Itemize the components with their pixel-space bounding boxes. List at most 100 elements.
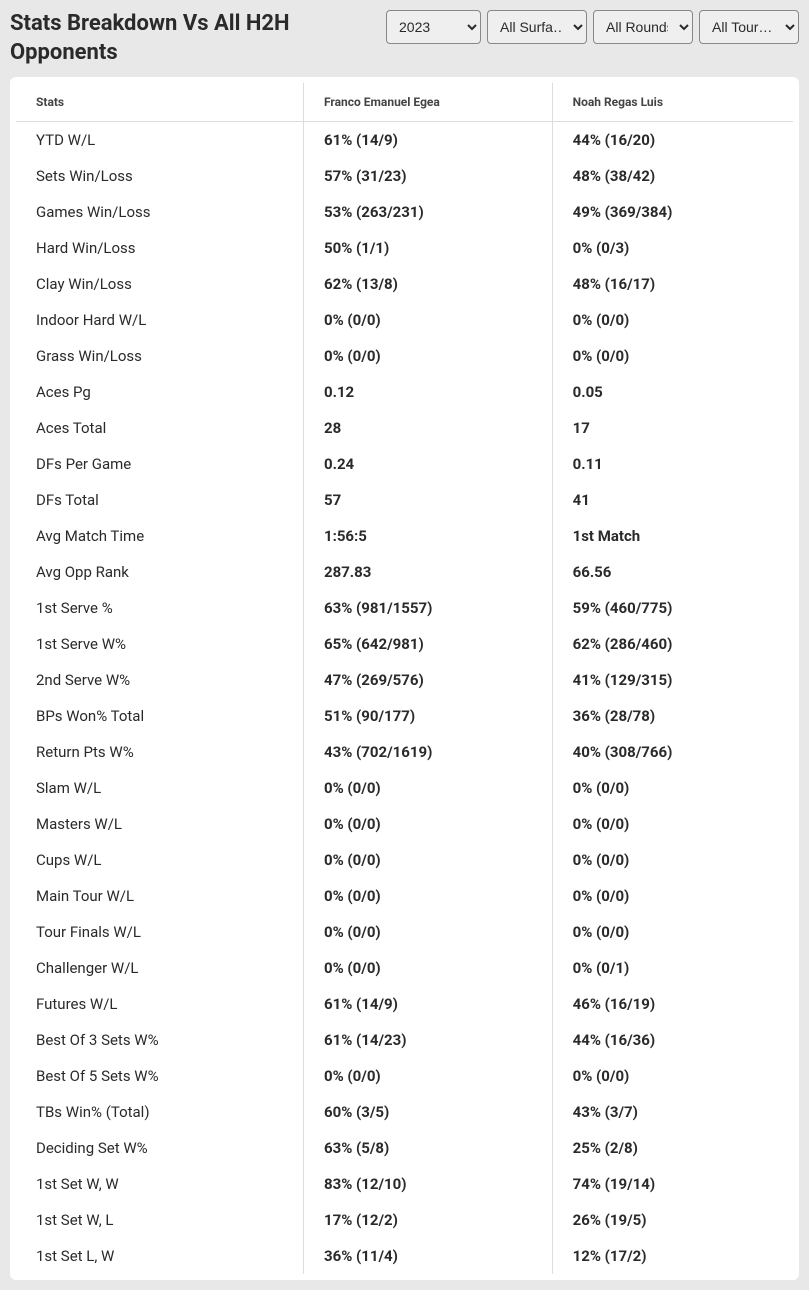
stat-value-cell: 61% (14/9)	[303, 122, 552, 159]
stat-name-cell: TBs Win% (Total)	[16, 1094, 303, 1130]
stat-value-cell: 61% (14/23)	[303, 1022, 552, 1058]
col-header-player2: Noah Regas Luis	[552, 83, 793, 122]
stat-value-cell: 0% (0/0)	[303, 950, 552, 986]
stat-value-cell: 0% (0/0)	[552, 1058, 793, 1094]
stat-value-cell: 26% (19/5)	[552, 1202, 793, 1238]
stats-table-container: Stats Franco Emanuel Egea Noah Regas Lui…	[10, 77, 799, 1280]
stat-name-cell: Games Win/Loss	[16, 194, 303, 230]
stat-value-cell: 51% (90/177)	[303, 698, 552, 734]
stat-value-cell: 0% (0/1)	[552, 950, 793, 986]
table-row: 1st Set W, W83% (12/10)74% (19/14)	[16, 1166, 793, 1202]
filters: 2023 All Surfa… All Rounds All Tour…	[386, 10, 799, 44]
stat-value-cell: 0% (0/0)	[303, 770, 552, 806]
stat-value-cell: 0% (0/0)	[552, 770, 793, 806]
table-row: Futures W/L61% (14/9)46% (16/19)	[16, 986, 793, 1022]
stat-name-cell: Masters W/L	[16, 806, 303, 842]
stat-value-cell: 0% (0/0)	[552, 806, 793, 842]
stat-value-cell: 43% (702/1619)	[303, 734, 552, 770]
table-row: Games Win/Loss53% (263/231)49% (369/384)	[16, 194, 793, 230]
stat-value-cell: 47% (269/576)	[303, 662, 552, 698]
stat-value-cell: 0% (0/0)	[303, 302, 552, 338]
stat-value-cell: 17	[552, 410, 793, 446]
stat-value-cell: 0% (0/0)	[303, 914, 552, 950]
stat-value-cell: 0.11	[552, 446, 793, 482]
stat-name-cell: Hard Win/Loss	[16, 230, 303, 266]
table-row: Clay Win/Loss62% (13/8)48% (16/17)	[16, 266, 793, 302]
table-row: Indoor Hard W/L0% (0/0)0% (0/0)	[16, 302, 793, 338]
stat-name-cell: 1st Serve W%	[16, 626, 303, 662]
stat-value-cell: 0% (0/0)	[552, 842, 793, 878]
stat-value-cell: 25% (2/8)	[552, 1130, 793, 1166]
round-select[interactable]: All Rounds	[593, 10, 693, 44]
stat-name-cell: DFs Per Game	[16, 446, 303, 482]
stat-name-cell: Avg Opp Rank	[16, 554, 303, 590]
stat-value-cell: 65% (642/981)	[303, 626, 552, 662]
col-header-stats: Stats	[16, 83, 303, 122]
table-row: Grass Win/Loss0% (0/0)0% (0/0)	[16, 338, 793, 374]
year-select[interactable]: 2023	[386, 10, 481, 44]
stat-value-cell: 61% (14/9)	[303, 986, 552, 1022]
stat-value-cell: 0.05	[552, 374, 793, 410]
tour-select[interactable]: All Tour…	[699, 10, 799, 44]
stat-value-cell: 41	[552, 482, 793, 518]
stat-value-cell: 0.24	[303, 446, 552, 482]
stat-value-cell: 63% (981/1557)	[303, 590, 552, 626]
stat-value-cell: 46% (16/19)	[552, 986, 793, 1022]
stat-value-cell: 53% (263/231)	[303, 194, 552, 230]
stat-value-cell: 0% (0/0)	[303, 806, 552, 842]
surface-select[interactable]: All Surfa…	[487, 10, 587, 44]
table-row: Return Pts W%43% (702/1619)40% (308/766)	[16, 734, 793, 770]
table-row: TBs Win% (Total)60% (3/5)43% (3/7)	[16, 1094, 793, 1130]
stat-name-cell: Futures W/L	[16, 986, 303, 1022]
stat-value-cell: 43% (3/7)	[552, 1094, 793, 1130]
table-row: Deciding Set W%63% (5/8)25% (2/8)	[16, 1130, 793, 1166]
stat-name-cell: 1st Set W, W	[16, 1166, 303, 1202]
stat-value-cell: 12% (17/2)	[552, 1238, 793, 1274]
stat-value-cell: 1st Match	[552, 518, 793, 554]
stat-value-cell: 60% (3/5)	[303, 1094, 552, 1130]
table-row: YTD W/L61% (14/9)44% (16/20)	[16, 122, 793, 159]
stat-value-cell: 66.56	[552, 554, 793, 590]
table-row: Masters W/L0% (0/0)0% (0/0)	[16, 806, 793, 842]
stat-value-cell: 62% (286/460)	[552, 626, 793, 662]
stat-name-cell: 1st Set L, W	[16, 1238, 303, 1274]
stat-value-cell: 0% (0/0)	[552, 302, 793, 338]
stat-name-cell: Avg Match Time	[16, 518, 303, 554]
stat-name-cell: 1st Serve %	[16, 590, 303, 626]
table-row: 1st Set L, W36% (11/4)12% (17/2)	[16, 1238, 793, 1274]
stat-name-cell: Aces Pg	[16, 374, 303, 410]
stat-value-cell: 0% (0/0)	[303, 878, 552, 914]
stat-value-cell: 0% (0/0)	[303, 842, 552, 878]
stat-value-cell: 50% (1/1)	[303, 230, 552, 266]
table-row: Best Of 5 Sets W%0% (0/0)0% (0/0)	[16, 1058, 793, 1094]
stat-value-cell: 0% (0/0)	[552, 338, 793, 374]
table-row: BPs Won% Total51% (90/177)36% (28/78)	[16, 698, 793, 734]
table-row: Slam W/L0% (0/0)0% (0/0)	[16, 770, 793, 806]
stat-name-cell: Grass Win/Loss	[16, 338, 303, 374]
table-row: DFs Total5741	[16, 482, 793, 518]
table-row: Best Of 3 Sets W%61% (14/23)44% (16/36)	[16, 1022, 793, 1058]
stat-name-cell: BPs Won% Total	[16, 698, 303, 734]
table-row: Cups W/L0% (0/0)0% (0/0)	[16, 842, 793, 878]
table-row: Avg Opp Rank287.8366.56	[16, 554, 793, 590]
stat-value-cell: 0% (0/0)	[303, 1058, 552, 1094]
stat-name-cell: Aces Total	[16, 410, 303, 446]
stat-value-cell: 83% (12/10)	[303, 1166, 552, 1202]
stat-value-cell: 59% (460/775)	[552, 590, 793, 626]
stat-value-cell: 0% (0/0)	[552, 914, 793, 950]
table-row: Avg Match Time1:56:51st Match	[16, 518, 793, 554]
table-row: 1st Serve %63% (981/1557)59% (460/775)	[16, 590, 793, 626]
stat-value-cell: 0% (0/3)	[552, 230, 793, 266]
stat-name-cell: Challenger W/L	[16, 950, 303, 986]
stat-value-cell: 0% (0/0)	[552, 878, 793, 914]
stat-name-cell: 1st Set W, L	[16, 1202, 303, 1238]
stat-name-cell: Cups W/L	[16, 842, 303, 878]
stat-value-cell: 63% (5/8)	[303, 1130, 552, 1166]
stat-value-cell: 57% (31/23)	[303, 158, 552, 194]
stat-value-cell: 287.83	[303, 554, 552, 590]
stat-name-cell: YTD W/L	[16, 122, 303, 159]
table-row: Tour Finals W/L0% (0/0)0% (0/0)	[16, 914, 793, 950]
table-row: 1st Serve W%65% (642/981)62% (286/460)	[16, 626, 793, 662]
stat-value-cell: 40% (308/766)	[552, 734, 793, 770]
table-row: Main Tour W/L0% (0/0)0% (0/0)	[16, 878, 793, 914]
